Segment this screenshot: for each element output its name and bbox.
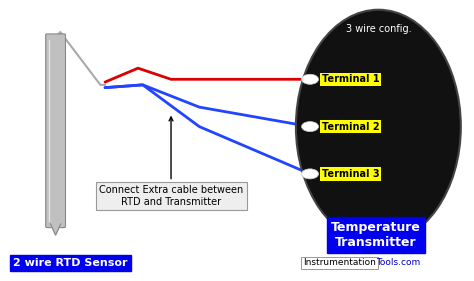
Text: Temperature
Transmitter: Temperature Transmitter [331, 221, 421, 249]
Circle shape [301, 122, 319, 132]
Text: 3 wire config.: 3 wire config. [346, 24, 411, 34]
Text: Instrumentation: Instrumentation [303, 259, 376, 268]
Text: Connect Extra cable between
RTD and Transmitter: Connect Extra cable between RTD and Tran… [99, 117, 243, 207]
Text: Tools.com: Tools.com [376, 259, 420, 268]
Text: Terminal 1: Terminal 1 [322, 74, 380, 84]
Circle shape [301, 74, 319, 84]
Text: Terminal 3: Terminal 3 [322, 169, 380, 179]
Ellipse shape [296, 10, 461, 243]
FancyBboxPatch shape [46, 34, 65, 228]
Text: Terminal 2: Terminal 2 [322, 122, 380, 132]
Circle shape [301, 169, 319, 179]
Polygon shape [51, 224, 61, 235]
Text: 2 wire RTD Sensor: 2 wire RTD Sensor [13, 258, 128, 268]
